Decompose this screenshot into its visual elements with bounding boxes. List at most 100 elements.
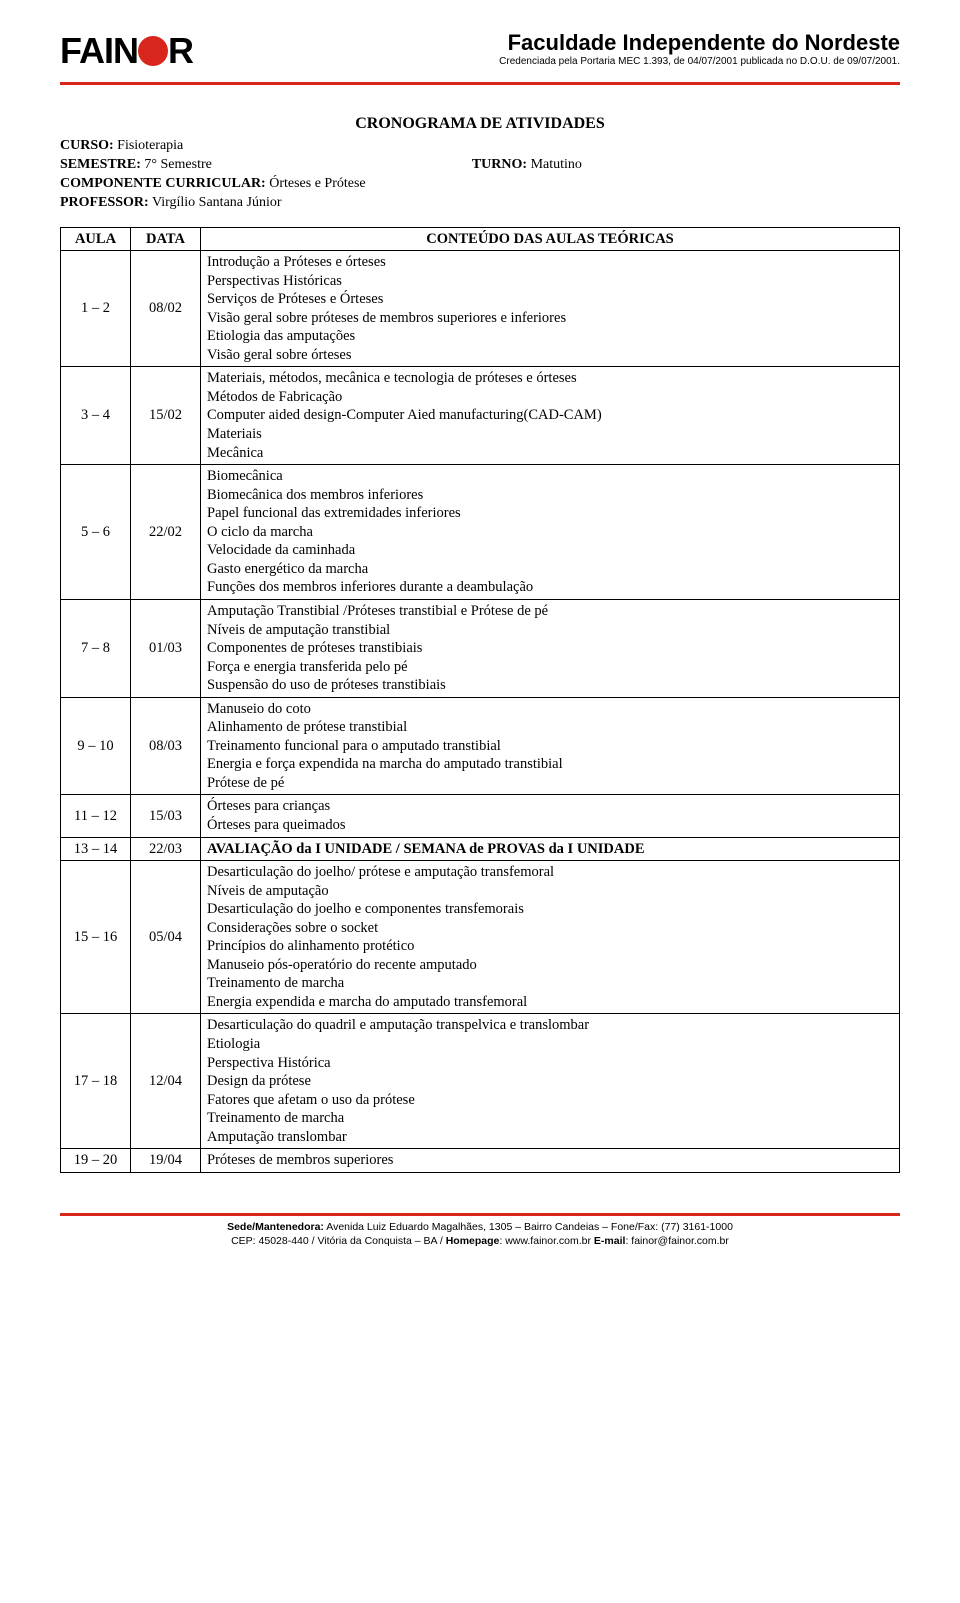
table-row: 15 – 1605/04 Desarticulação do joelho/ pr…	[61, 861, 900, 1014]
footer-line-1: Sede/Mantenedora: Avenida Luiz Eduardo M…	[60, 1220, 900, 1234]
content-line: Amputação translombar	[207, 1128, 893, 1147]
curso-label: CURSO:	[60, 138, 114, 153]
institution-credential: Credenciada pela Portaria MEC 1.393, de …	[213, 56, 900, 67]
footer-email-label: E-mail	[594, 1235, 626, 1247]
content-line: Biomecânica dos membros inferiores	[207, 486, 893, 505]
page-header: FAIN R Faculdade Independente do Nordest…	[60, 30, 900, 78]
content-line: Treinamento de marcha	[207, 1109, 893, 1128]
cell-data: 01/03	[131, 599, 201, 697]
cell-content: Desarticulação do quadril e amputação tr…	[201, 1014, 900, 1149]
content-line: Princípios do alinhamento protético	[207, 937, 893, 956]
page-footer: Sede/Mantenedora: Avenida Luiz Eduardo M…	[60, 1220, 900, 1248]
content-line: Desarticulação do quadril e amputação tr…	[207, 1016, 893, 1035]
content-line: Biomecânica	[207, 467, 893, 486]
cell-aula: 9 – 10	[61, 697, 131, 795]
logo-text-left: FAIN	[60, 30, 138, 72]
content-line: Serviços de Próteses e Órteses	[207, 290, 893, 309]
content-line: Manuseio pós-operatório do recente amput…	[207, 956, 893, 975]
cell-aula: 15 – 16	[61, 861, 131, 1014]
content-line: Visão geral sobre próteses de membros su…	[207, 309, 893, 328]
cell-aula: 11 – 12	[61, 795, 131, 837]
content-line: Papel funcional das extremidades inferio…	[207, 504, 893, 523]
cell-data: 08/03	[131, 697, 201, 795]
content-line: Introdução a Próteses e órteses	[207, 253, 893, 272]
table-row: 5 – 622/02BiomecânicaBiomecânica dos mem…	[61, 465, 900, 600]
course-info: CURSO: Fisioterapia SEMESTRE: 7° Semestr…	[60, 137, 900, 213]
content-line: Gasto energético da marcha	[207, 560, 893, 579]
footer-email-value: : fainor@fainor.com.br	[625, 1235, 728, 1247]
content-line: Energia e força expendida na marcha do a…	[207, 755, 893, 774]
cell-data: 22/02	[131, 465, 201, 600]
table-row: 7 – 801/03 Amputação Transtibial /Prótese…	[61, 599, 900, 697]
content-line: Energia expendida e marcha do amputado t…	[207, 993, 893, 1012]
footer-cep: CEP: 45028-440 / Vitória da Conquista – …	[231, 1235, 446, 1247]
cell-aula: 17 – 18	[61, 1014, 131, 1149]
content-line: Próteses de membros superiores	[207, 1151, 893, 1170]
cell-aula: 19 – 20	[61, 1149, 131, 1173]
cell-content: Materiais, métodos, mecânica e tecnologi…	[201, 367, 900, 465]
content-line: Etiologia	[207, 1035, 893, 1054]
content-line: Prótese de pé	[207, 774, 893, 793]
content-line: Perspectiva Histórica	[207, 1054, 893, 1073]
componente-label: COMPONENTE CURRICULAR:	[60, 176, 266, 191]
footer-line-2: CEP: 45028-440 / Vitória da Conquista – …	[60, 1234, 900, 1248]
table-row: 19 – 2019/04Próteses de membros superior…	[61, 1149, 900, 1173]
content-line: Órteses para crianças	[207, 797, 893, 816]
cell-content: Introdução a Próteses e órtesesPerspecti…	[201, 251, 900, 367]
content-line: Níveis de amputação	[207, 882, 893, 901]
logo-circle-icon	[138, 36, 168, 66]
content-line: Treinamento funcional para o amputado tr…	[207, 737, 893, 756]
footer-sede-text: Avenida Luiz Eduardo Magalhães, 1305 – B…	[324, 1221, 733, 1233]
content-line: Materiais	[207, 425, 893, 444]
content-line: Mecânica	[207, 444, 893, 463]
footer-divider	[60, 1213, 900, 1216]
semestre-label: SEMESTRE:	[60, 157, 141, 172]
content-line: Materiais, métodos, mecânica e tecnologi…	[207, 369, 893, 388]
header-right: Faculdade Independente do Nordeste Crede…	[213, 30, 900, 67]
content-line: Perspectivas Históricas	[207, 272, 893, 291]
header-divider	[60, 82, 900, 85]
logo: FAIN R	[60, 30, 193, 72]
semestre-value: 7° Semestre	[144, 157, 211, 172]
table-row: 17 – 1812/04 Desarticulação do quadril e …	[61, 1014, 900, 1149]
content-line: Design da prótese	[207, 1072, 893, 1091]
document-title: CRONOGRAMA DE ATIVIDADES	[60, 115, 900, 133]
table-row: 3 – 415/02 Materiais, métodos, mecânica …	[61, 367, 900, 465]
table-row: 13 – 1422/03AVALIAÇÃO da I UNIDADE / SEM…	[61, 837, 900, 861]
col-header-data: DATA	[131, 227, 201, 251]
content-line: Fatores que afetam o uso da prótese	[207, 1091, 893, 1110]
content-line: Computer aided design-Computer Aied manu…	[207, 406, 893, 425]
content-line: Níveis de amputação transtibial	[207, 621, 893, 640]
cell-data: 05/04	[131, 861, 201, 1014]
content-line: AVALIAÇÃO da I UNIDADE / SEMANA de PROVA…	[207, 840, 893, 859]
col-header-conteudo: CONTEÚDO DAS AULAS TEÓRICAS	[201, 227, 900, 251]
content-line: Desarticulação do joelho/ prótese e ampu…	[207, 863, 893, 882]
cell-data: 08/02	[131, 251, 201, 367]
cell-content: AVALIAÇÃO da I UNIDADE / SEMANA de PROVA…	[201, 837, 900, 861]
cell-aula: 3 – 4	[61, 367, 131, 465]
content-line: Componentes de próteses transtibiais	[207, 639, 893, 658]
cell-content: BiomecânicaBiomecânica dos membros infer…	[201, 465, 900, 600]
content-line: Amputação Transtibial /Próteses transtib…	[207, 602, 893, 621]
cell-aula: 7 – 8	[61, 599, 131, 697]
cell-data: 15/03	[131, 795, 201, 837]
turno-value: Matutino	[531, 157, 582, 172]
footer-homepage-label: Homepage	[446, 1235, 500, 1247]
cell-data: 12/04	[131, 1014, 201, 1149]
turno-label: TURNO:	[472, 157, 527, 172]
content-line: Alinhamento de prótese transtibial	[207, 718, 893, 737]
content-line: Força e energia transferida pelo pé	[207, 658, 893, 677]
content-line: Manuseio do coto	[207, 700, 893, 719]
footer-homepage-value: : www.fainor.com.br	[499, 1235, 594, 1247]
cell-content: Desarticulação do joelho/ prótese e ampu…	[201, 861, 900, 1014]
schedule-table: AULA DATA CONTEÚDO DAS AULAS TEÓRICAS 1 …	[60, 227, 900, 1173]
professor-label: PROFESSOR:	[60, 195, 149, 210]
cell-data: 22/03	[131, 837, 201, 861]
content-line: Desarticulação do joelho e componentes t…	[207, 900, 893, 919]
componente-value: Órteses e Prótese	[269, 176, 365, 191]
cell-data: 15/02	[131, 367, 201, 465]
cell-content: Próteses de membros superiores	[201, 1149, 900, 1173]
table-row: 1 – 208/02Introdução a Próteses e órtese…	[61, 251, 900, 367]
table-row: 11 – 1215/03Órteses para criançasÓrteses…	[61, 795, 900, 837]
cell-content: Órteses para criançasÓrteses para queima…	[201, 795, 900, 837]
